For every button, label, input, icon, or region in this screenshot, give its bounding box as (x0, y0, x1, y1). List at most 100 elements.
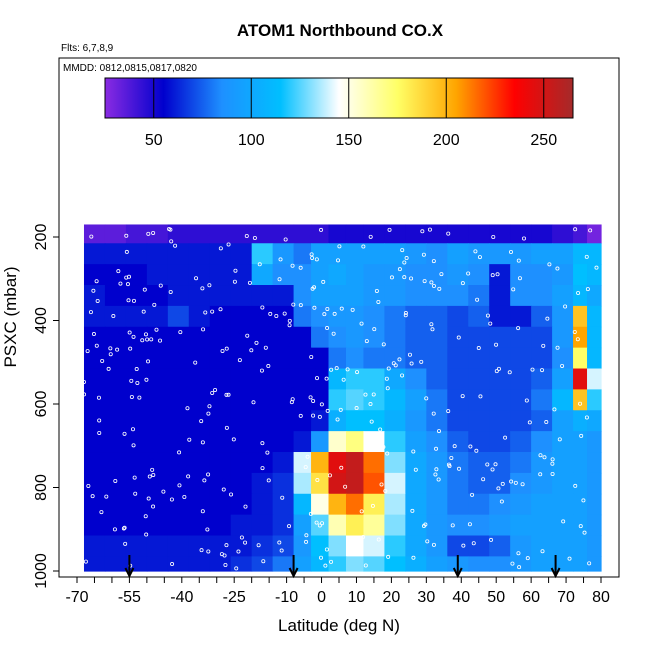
sample-point (449, 455, 454, 460)
heatmap-cell (405, 285, 427, 307)
heatmap-cell (293, 305, 312, 328)
heatmap-cell (489, 368, 511, 390)
sample-point (185, 406, 190, 411)
heatmap-cell (272, 389, 295, 411)
heatmap-cell (311, 243, 330, 265)
sample-point (456, 335, 461, 340)
y-axis-label: PSXC (mbar) (1, 266, 20, 367)
heatmap-cell (230, 389, 253, 411)
sample-point (169, 497, 174, 502)
sample-point (525, 556, 530, 561)
sample-point (178, 330, 183, 335)
sample-point (324, 547, 329, 552)
heatmap-cell (83, 305, 106, 328)
sample-point (579, 433, 584, 438)
sample-point (310, 255, 315, 260)
sample-point (146, 496, 151, 501)
heatmap-cell (468, 326, 490, 349)
heatmap-cell (468, 285, 490, 307)
heatmap-cell (104, 410, 127, 432)
x-axis-label: Latitude (deg N) (278, 616, 400, 635)
sample-point (99, 510, 104, 515)
sample-point (308, 395, 313, 400)
flights-annotation: Flts: 6,7,8,9 (61, 43, 114, 54)
heatmap-cell (146, 556, 169, 572)
sample-point (279, 548, 284, 553)
sample-point (452, 444, 457, 449)
heatmap-cell (209, 368, 232, 390)
sample-point (436, 477, 441, 482)
sample-point (343, 484, 348, 489)
sample-point (336, 258, 341, 263)
heatmap-cell (293, 347, 312, 370)
heatmap-cell (552, 224, 574, 244)
heatmap-cell (489, 472, 511, 495)
heatmap-cell (251, 493, 274, 516)
sample-point (243, 504, 248, 509)
sample-point (513, 480, 518, 485)
sample-point (527, 420, 532, 425)
sample-point (100, 359, 105, 364)
sample-point (431, 411, 436, 416)
heatmap-cell (573, 389, 588, 411)
heatmap-cell (405, 431, 427, 453)
sample-point (332, 311, 337, 316)
sample-point (168, 227, 173, 232)
heatmap-cell (510, 556, 532, 572)
heatmap-cell (188, 368, 211, 390)
sample-point (397, 267, 402, 272)
heatmap-cell (587, 452, 602, 474)
x-tick-label: 70 (557, 589, 575, 606)
sample-point (517, 565, 522, 570)
heatmap-cell (447, 431, 469, 453)
heatmap-cell (510, 389, 532, 411)
heatmap-cell (167, 535, 190, 557)
heatmap-cell (293, 368, 312, 390)
sample-point (287, 318, 292, 323)
sample-point (477, 255, 482, 260)
sample-point (150, 467, 155, 472)
heatmap-cell (167, 410, 190, 432)
sample-point (413, 467, 418, 472)
heatmap-cell (209, 452, 232, 474)
sample-point (317, 523, 322, 528)
heatmap-cell (468, 452, 490, 474)
sample-point (91, 288, 96, 293)
sample-point (374, 288, 379, 293)
x-tick-label: 30 (417, 589, 435, 606)
heatmap-cell (251, 556, 274, 572)
sample-point (587, 561, 592, 566)
sample-point (581, 498, 586, 503)
heatmap-cell (510, 264, 532, 286)
sample-point (320, 521, 325, 526)
heatmap-cell (384, 556, 406, 572)
sample-point (243, 540, 248, 545)
heatmap-cell (552, 285, 574, 307)
heatmap-cell (405, 410, 427, 432)
sample-point (339, 306, 344, 311)
heatmap-cell (426, 224, 448, 244)
heatmap-cell (251, 305, 274, 328)
sample-point (97, 430, 102, 435)
sample-point (430, 327, 435, 332)
heatmap-cell (587, 514, 602, 537)
sample-point (311, 413, 316, 418)
heatmap-cell (125, 410, 148, 432)
sample-point (274, 313, 279, 318)
heatmap-cell (447, 285, 469, 307)
sample-point (81, 379, 86, 384)
sample-point (376, 537, 381, 542)
heatmap-cell (587, 472, 602, 495)
sample-point (226, 242, 231, 247)
sample-point (516, 551, 521, 556)
sample-point (540, 549, 545, 554)
heatmap-cell (587, 493, 602, 516)
sample-point (207, 404, 212, 409)
heatmap-cell (531, 305, 553, 328)
heatmap-cell (510, 224, 532, 244)
sample-point (265, 450, 270, 455)
heatmap-cell (209, 431, 232, 453)
sample-point (135, 380, 140, 385)
heatmap-cell (146, 326, 169, 349)
sample-point (257, 262, 262, 267)
